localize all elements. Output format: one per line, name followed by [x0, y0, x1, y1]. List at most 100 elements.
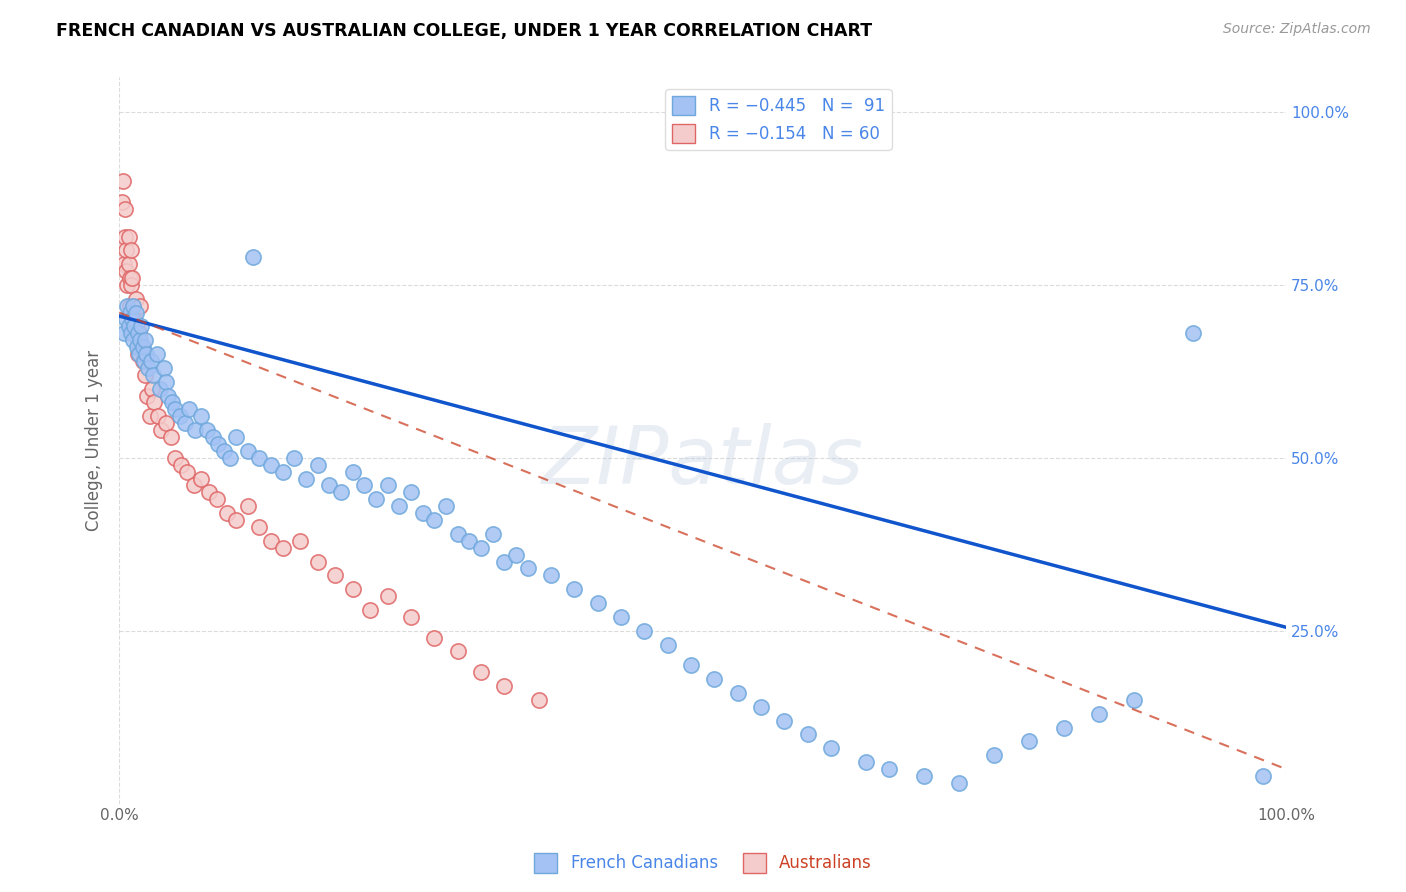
Point [364, 492, 387, 507]
Point [342, 582, 364, 597]
Y-axis label: College, Under 1 year: College, Under 1 year [86, 350, 103, 531]
Point [112, 326, 135, 341]
Point [494, 679, 516, 693]
Point [703, 672, 725, 686]
Point [412, 506, 434, 520]
Point [157, 388, 180, 402]
Point [122, 299, 145, 313]
Legend: French Canadians, Australians: French Canadians, Australians [527, 847, 879, 880]
Point [114, 229, 136, 244]
Point [271, 541, 294, 555]
Point [129, 299, 152, 313]
Point [399, 610, 422, 624]
Point [128, 326, 150, 341]
Point [169, 409, 191, 424]
Point [773, 714, 796, 728]
Point [131, 354, 153, 368]
Point [150, 423, 173, 437]
Point [138, 409, 160, 424]
Point [117, 229, 139, 244]
Point [399, 485, 422, 500]
Point [134, 368, 156, 382]
Point [117, 257, 139, 271]
Point [131, 340, 153, 354]
Point [1251, 769, 1274, 783]
Point [125, 319, 148, 334]
Point [423, 631, 446, 645]
Point [121, 312, 143, 326]
Point [323, 568, 346, 582]
Point [117, 319, 139, 334]
Point [1018, 734, 1040, 748]
Point [329, 485, 352, 500]
Point [114, 202, 136, 216]
Point [318, 478, 340, 492]
Point [377, 478, 399, 492]
Point [207, 437, 229, 451]
Point [165, 402, 187, 417]
Point [283, 450, 305, 465]
Point [111, 174, 134, 188]
Point [124, 305, 146, 319]
Point [1181, 326, 1204, 341]
Point [423, 513, 446, 527]
Text: FRENCH CANADIAN VS AUSTRALIAN COLLEGE, UNDER 1 YEAR CORRELATION CHART: FRENCH CANADIAN VS AUSTRALIAN COLLEGE, U… [56, 22, 872, 40]
Point [749, 699, 772, 714]
Point [190, 409, 212, 424]
Point [117, 277, 139, 292]
Point [195, 423, 218, 437]
Point [727, 686, 749, 700]
Point [207, 492, 229, 507]
Point [307, 555, 329, 569]
Point [271, 465, 294, 479]
Point [505, 548, 527, 562]
Point [124, 319, 146, 334]
Point [201, 430, 224, 444]
Point [118, 305, 141, 319]
Point [139, 354, 162, 368]
Point [118, 271, 141, 285]
Point [190, 472, 212, 486]
Point [353, 478, 375, 492]
Point [236, 500, 259, 514]
Point [540, 568, 562, 582]
Legend: R = −0.445   N =  91, R = −0.154   N = 60: R = −0.445 N = 91, R = −0.154 N = 60 [665, 89, 891, 150]
Point [120, 326, 142, 341]
Point [307, 458, 329, 472]
Point [446, 527, 468, 541]
Point [159, 430, 181, 444]
Point [948, 776, 970, 790]
Point [134, 333, 156, 347]
Point [138, 360, 160, 375]
Point [295, 472, 318, 486]
Point [152, 360, 174, 375]
Point [214, 443, 236, 458]
Point [118, 299, 141, 313]
Point [481, 527, 503, 541]
Point [170, 458, 193, 472]
Point [125, 340, 148, 354]
Point [160, 395, 183, 409]
Point [516, 561, 538, 575]
Text: Source: ZipAtlas.com: Source: ZipAtlas.com [1223, 22, 1371, 37]
Point [470, 541, 492, 555]
Point [225, 430, 247, 444]
Point [142, 368, 165, 382]
Point [562, 582, 585, 597]
Point [260, 458, 283, 472]
Point [135, 347, 157, 361]
Point [1123, 693, 1146, 707]
Point [120, 244, 142, 258]
Point [122, 299, 145, 313]
Point [132, 354, 155, 368]
Point [260, 533, 283, 548]
Point [146, 409, 169, 424]
Point [145, 347, 167, 361]
Point [128, 347, 150, 361]
Point [470, 665, 492, 680]
Point [219, 450, 242, 465]
Point [122, 326, 145, 341]
Point [110, 194, 132, 209]
Point [288, 533, 311, 548]
Point [983, 748, 1005, 763]
